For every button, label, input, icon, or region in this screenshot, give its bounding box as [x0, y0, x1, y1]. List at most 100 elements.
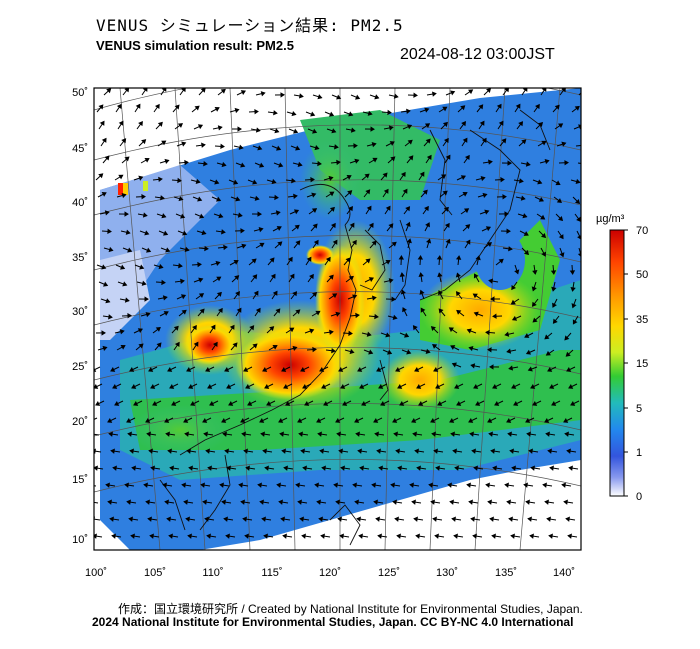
coastlines	[159, 109, 551, 546]
wind-arrowhead	[198, 277, 204, 283]
wind-arrowhead	[542, 482, 547, 488]
wind-arrowhead	[237, 126, 242, 132]
wind-arrowhead	[160, 195, 165, 201]
wind-arrowhead	[295, 240, 301, 246]
wind-arrowhead	[232, 342, 238, 348]
wind-arrowhead	[184, 246, 190, 252]
wind-arrowhead	[312, 223, 318, 229]
wind-arrowhead	[526, 431, 531, 437]
wind-arrowhead	[520, 195, 526, 201]
wind-arrowhead	[237, 212, 243, 218]
wind-arrowhead	[582, 144, 585, 148]
wind-arrowhead	[264, 465, 269, 471]
wind-arrowhead	[164, 418, 170, 423]
wind-arrowhead	[129, 448, 134, 454]
wind-arrowhead	[198, 293, 205, 298]
wind-arrowhead	[101, 330, 106, 336]
wind-arrowhead	[490, 448, 495, 454]
wind-arrowhead	[567, 533, 572, 539]
wind-arrowhead	[492, 465, 497, 471]
wind-arrowhead	[389, 141, 395, 146]
wind-arrowhead	[354, 158, 360, 164]
wind-arrowhead	[525, 349, 532, 355]
wind-arrowhead	[190, 401, 196, 406]
wind-arrowhead	[261, 516, 266, 522]
wind-arrowhead	[205, 448, 210, 454]
wind-arrowhead	[544, 158, 550, 165]
wind-arrowhead	[354, 418, 360, 423]
wind-arrowhead	[310, 176, 315, 183]
wind-arrowhead	[561, 482, 566, 488]
wind-arrowhead	[345, 257, 351, 263]
wind-arrowhead	[108, 431, 113, 437]
wind-arrowhead	[275, 210, 281, 216]
wind-arrowhead	[524, 333, 530, 338]
wind-arrowhead	[318, 516, 323, 522]
wind-arrowhead	[164, 499, 169, 505]
latitude-labels: 50˚ 45˚ 40˚ 35˚ 30˚ 25˚ 20˚ 15˚ 10˚	[72, 87, 88, 546]
wind-arrowhead	[558, 234, 564, 240]
wind-arrowhead	[203, 160, 208, 167]
wind-arrowhead	[124, 211, 129, 217]
wind-arrowhead	[209, 401, 215, 406]
wind-arrowhead	[466, 482, 471, 488]
wind-arrowhead	[197, 196, 203, 202]
wind-arrowhead	[504, 331, 510, 337]
wind-arrowhead	[491, 533, 496, 539]
wind-arrowhead	[480, 175, 486, 182]
wind-arrowhead	[541, 140, 547, 146]
wind-arrowhead	[570, 286, 576, 292]
wind-arrowhead	[549, 465, 554, 471]
wind-arrowhead	[206, 533, 211, 539]
wind-arrowhead	[107, 499, 112, 505]
wind-arrowhead	[546, 516, 551, 522]
wind-arrowhead	[254, 195, 260, 201]
wind-arrowhead	[163, 230, 169, 236]
wind-arrowhead	[351, 239, 357, 246]
wind-arrowhead	[277, 241, 283, 247]
wind-arrowhead	[538, 196, 544, 202]
wind-arrowhead	[544, 499, 549, 505]
wind-arrowhead	[489, 516, 494, 522]
wind-arrowhead	[180, 278, 185, 284]
wind-arrowhead	[330, 222, 336, 229]
wind-arrowhead	[515, 103, 521, 109]
wind-arrowhead	[118, 120, 124, 126]
wind-arrowhead	[122, 281, 128, 287]
wind-arrowhead	[181, 309, 187, 315]
wind-arrowhead	[391, 241, 397, 247]
wind-arrowhead	[329, 329, 334, 335]
wind-arrowhead	[378, 384, 384, 389]
wind-arrowhead	[366, 205, 372, 211]
lon-label: 140˚	[553, 567, 575, 579]
wind-arrowhead	[181, 141, 187, 147]
wind-arrowhead	[398, 255, 404, 260]
wind-arrowhead	[392, 314, 398, 321]
wind-arrowhead	[236, 307, 242, 313]
wind-arrowhead	[295, 482, 300, 488]
wind-arrowhead	[470, 516, 475, 522]
wind-arrowhead	[473, 311, 479, 317]
credit-line: 作成：国立環境研究所 / Created by National Institu…	[118, 602, 583, 616]
wind-arrowhead	[217, 125, 223, 131]
wind-arrowhead	[437, 272, 443, 278]
wind-arrowhead	[426, 238, 432, 244]
wind-arrowhead	[346, 174, 352, 180]
wind-arrowhead	[300, 367, 306, 372]
wind-arrowhead	[109, 516, 114, 522]
wind-arrowhead	[400, 171, 406, 178]
wind-arrowhead	[107, 228, 112, 235]
wind-arrowhead	[431, 431, 436, 437]
wind-arrowhead	[437, 401, 443, 406]
wind-arrowhead	[158, 176, 163, 183]
wind-arrowhead	[150, 465, 155, 471]
wind-arrowhead	[374, 94, 380, 100]
wind-arrowhead	[438, 290, 443, 296]
wind-arrowhead	[141, 139, 147, 145]
wind-arrowhead	[99, 120, 105, 126]
wind-arrowhead	[293, 209, 300, 215]
wind-arrowhead	[504, 211, 509, 217]
wind-arrowhead	[177, 177, 182, 184]
wind-arrowhead	[399, 401, 405, 406]
wind-arrowhead	[243, 448, 248, 454]
